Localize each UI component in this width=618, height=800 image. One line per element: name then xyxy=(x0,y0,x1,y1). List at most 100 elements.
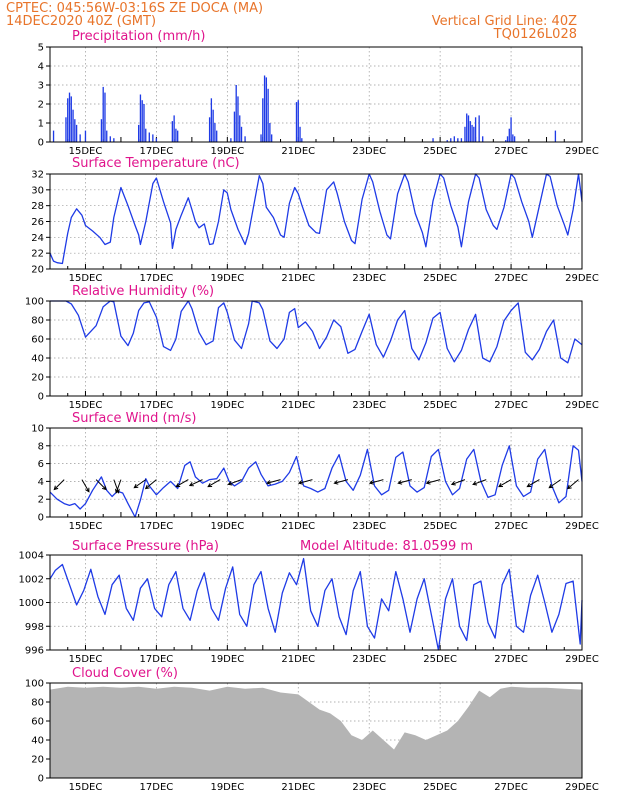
header-date: 14DEC2020 40Z (GMT) xyxy=(6,14,156,29)
y-tick-label: 6 xyxy=(38,459,44,470)
precip-bar xyxy=(262,98,264,142)
wind-arrow xyxy=(95,479,107,491)
x-tick-label: 19DEC xyxy=(210,273,244,284)
precip-bar xyxy=(240,126,243,142)
precip-bar xyxy=(67,98,69,142)
model-altitude-label: Model Altitude: 81.0599 m xyxy=(300,539,473,554)
x-tick-label: 17DEC xyxy=(140,654,174,665)
x-tick-label: 25DEC xyxy=(423,521,457,532)
precip-bar xyxy=(74,119,76,142)
wind-arrow xyxy=(266,479,281,485)
precip-bar xyxy=(469,121,471,142)
y-tick-label: 996 xyxy=(25,646,44,657)
precip-bar xyxy=(173,115,175,142)
y-tick-label: 60 xyxy=(31,335,44,346)
cloud-cover-panel: Cloud Cover (%) 0 20 40 60 80 100 15DEC 17DEC 19… xyxy=(25,666,599,793)
wind-arrow xyxy=(207,479,221,488)
x-tick-label: 29DEC xyxy=(565,782,599,793)
precip-bar xyxy=(460,138,463,142)
y-tick-label: 100 xyxy=(25,297,44,308)
wind-panel: Surface Wind (m/s) 0 2 4 6 8 10 15DEC 17DEC 19DE… xyxy=(31,411,599,532)
temperature-title: Surface Temperature (nC) xyxy=(72,156,240,171)
precip-bar xyxy=(508,128,510,142)
x-tick-label: 21DEC xyxy=(281,273,315,284)
y-tick-label: 3 xyxy=(38,81,44,92)
precip-bar xyxy=(155,138,158,142)
precip-bar xyxy=(65,117,67,142)
x-tick-label: 23DEC xyxy=(352,521,386,532)
precip-bar xyxy=(299,126,301,142)
precip-bar xyxy=(145,128,147,142)
x-tick-label: 29DEC xyxy=(565,273,599,284)
x-tick-label: 27DEC xyxy=(494,521,528,532)
precip-bar xyxy=(216,130,218,142)
x-tick-label: 27DEC xyxy=(494,782,528,793)
precip-bar xyxy=(512,134,514,142)
wind-arrow xyxy=(297,479,313,485)
precip-bar xyxy=(237,96,239,142)
x-tick-label: 17DEC xyxy=(140,521,174,532)
x-tick-label: 27DEC xyxy=(494,654,528,665)
wind-arrow xyxy=(397,479,412,485)
precip-bar xyxy=(104,92,106,142)
precip-bar xyxy=(175,128,177,142)
precip-bar xyxy=(267,88,269,142)
y-tick-label: 0 xyxy=(38,513,44,524)
x-tick-label: 27DEC xyxy=(494,400,528,411)
wind-arrow xyxy=(53,479,65,491)
precip-bar xyxy=(482,136,484,142)
plot-frame xyxy=(49,682,583,779)
x-tick-label: 17DEC xyxy=(140,400,174,411)
y-tick-label: 0 xyxy=(38,138,44,149)
wind-arrow xyxy=(144,479,157,490)
x-tick-label: 21DEC xyxy=(281,654,315,665)
x-tick-label: 17DEC xyxy=(140,273,174,284)
y-tick-label: 60 xyxy=(31,717,44,728)
x-tick-label: 19DEC xyxy=(210,400,244,411)
x-tick-label: 29DEC xyxy=(565,400,599,411)
precip-bar xyxy=(239,115,241,142)
precip-bar xyxy=(109,136,111,142)
precip-bar xyxy=(464,126,466,142)
precip-bar xyxy=(106,130,108,142)
wind-arrow xyxy=(133,479,147,489)
x-tick-label: 15DEC xyxy=(69,654,103,665)
precip-bar xyxy=(113,138,115,142)
precip-bar xyxy=(450,138,452,142)
precip-bar xyxy=(269,123,271,142)
precip-bar xyxy=(265,77,268,142)
header-code: TQ0126L028 xyxy=(493,27,577,42)
cloud-cover-area xyxy=(50,686,582,778)
wind-arrow xyxy=(548,479,562,489)
precip-bar xyxy=(148,132,150,142)
y-tick-label: 0 xyxy=(38,392,44,403)
y-tick-label: 20 xyxy=(31,755,44,766)
y-tick-label: 4 xyxy=(38,62,44,73)
precip-bar xyxy=(554,130,557,142)
precip-bar xyxy=(177,130,179,142)
precip-bar xyxy=(102,86,104,142)
x-tick-label: 21DEC xyxy=(281,400,315,411)
plot-frame xyxy=(49,427,583,518)
series-line xyxy=(49,173,583,265)
temperature-panel: Surface Temperature (nC) 20 22 24 26 28 30 32 1… xyxy=(31,156,599,284)
x-tick-label: 25DEC xyxy=(423,400,457,411)
precip-bar xyxy=(235,85,237,142)
precip-bar xyxy=(510,117,512,142)
precip-bar xyxy=(100,119,103,142)
precip-bar xyxy=(152,134,154,142)
x-tick-label: 25DEC xyxy=(423,273,457,284)
precip-bar xyxy=(52,130,55,142)
precip-bar xyxy=(301,138,303,142)
precip-bar xyxy=(171,121,174,142)
y-tick-label: 100 xyxy=(25,679,44,690)
precip-bar xyxy=(466,113,468,142)
precip-bar xyxy=(68,92,71,142)
y-tick-label: 24 xyxy=(31,233,44,244)
y-tick-label: 998 xyxy=(25,622,44,633)
x-tick-label: 25DEC xyxy=(423,782,457,793)
x-tick-label: 17DEC xyxy=(140,782,174,793)
precip-bar xyxy=(212,109,214,142)
precip-bar xyxy=(139,94,142,142)
x-tick-label: 21DEC xyxy=(281,521,315,532)
